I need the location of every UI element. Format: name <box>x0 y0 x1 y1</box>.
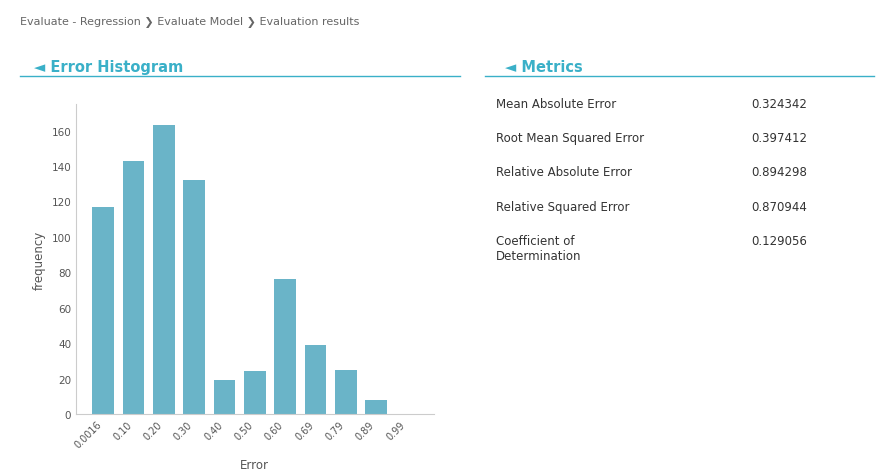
Bar <box>214 380 235 414</box>
Text: ◄ Error Histogram: ◄ Error Histogram <box>34 60 183 74</box>
Text: Mean Absolute Error: Mean Absolute Error <box>496 98 617 110</box>
Bar <box>335 370 357 414</box>
Bar <box>183 181 205 414</box>
Text: 0.129056: 0.129056 <box>751 235 806 248</box>
Text: Root Mean Squared Error: Root Mean Squared Error <box>496 132 645 145</box>
Text: Relative Squared Error: Relative Squared Error <box>496 200 629 213</box>
Text: ◄ Metrics: ◄ Metrics <box>505 60 583 74</box>
Y-axis label: frequency: frequency <box>33 230 46 289</box>
Text: 0.894298: 0.894298 <box>751 166 806 179</box>
Bar <box>244 372 266 414</box>
Text: 0.324342: 0.324342 <box>751 98 806 110</box>
Text: Relative Absolute Error: Relative Absolute Error <box>496 166 632 179</box>
Text: 0.870944: 0.870944 <box>751 200 806 213</box>
Text: 0.397412: 0.397412 <box>751 132 807 145</box>
Bar <box>274 280 296 414</box>
Bar <box>305 345 326 414</box>
Text: Evaluate - Regression ❯ Evaluate Model ❯ Evaluation results: Evaluate - Regression ❯ Evaluate Model ❯… <box>20 17 359 28</box>
Bar <box>92 207 114 414</box>
Bar <box>122 161 145 414</box>
Text: Coefficient of
Determination: Coefficient of Determination <box>496 235 582 263</box>
Bar <box>365 400 387 414</box>
Bar <box>153 126 174 414</box>
X-axis label: Error: Error <box>240 458 269 471</box>
